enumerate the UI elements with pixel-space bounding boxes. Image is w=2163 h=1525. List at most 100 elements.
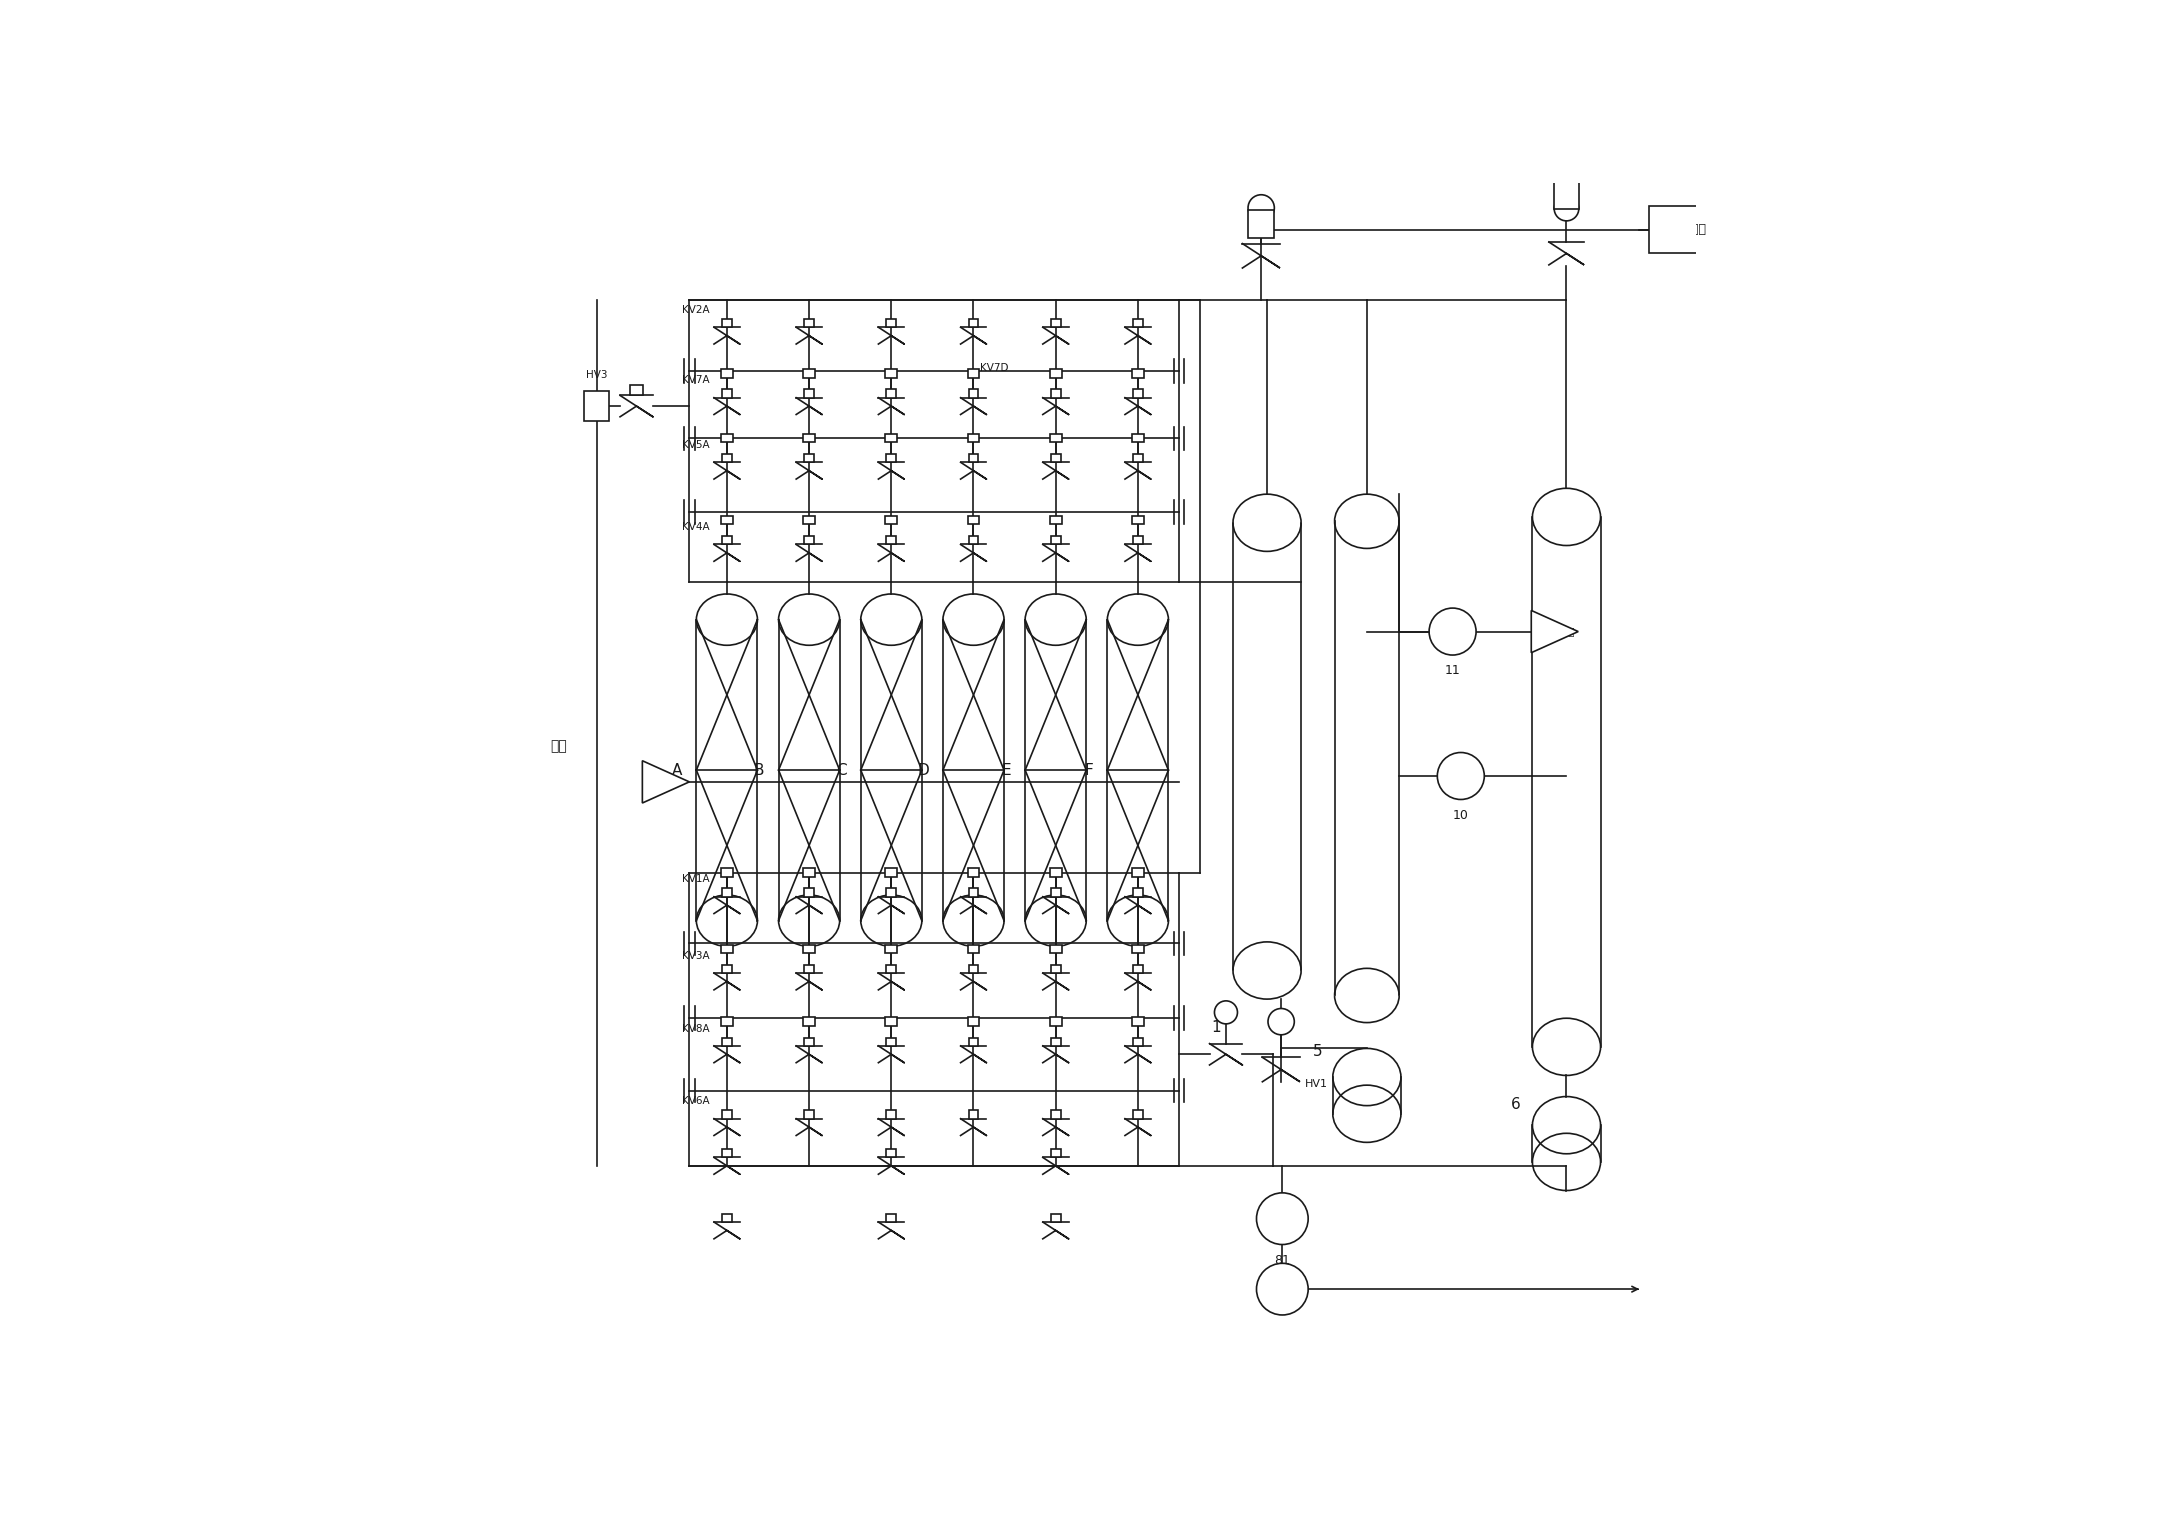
Text: 半产品气输出: 半产品气输出 bbox=[1538, 627, 1575, 636]
Bar bbox=[805, 454, 813, 462]
Text: KV2A: KV2A bbox=[684, 305, 709, 316]
Text: HV1: HV1 bbox=[1304, 1080, 1328, 1089]
Bar bbox=[1051, 1148, 1060, 1157]
Bar bbox=[969, 1110, 978, 1119]
Bar bbox=[722, 389, 731, 398]
Text: E: E bbox=[1001, 762, 1010, 778]
Bar bbox=[629, 384, 642, 395]
Bar bbox=[584, 390, 610, 421]
Bar bbox=[969, 889, 978, 897]
Bar bbox=[1051, 1214, 1060, 1222]
Text: 10: 10 bbox=[1454, 808, 1469, 822]
Text: KV7A: KV7A bbox=[684, 375, 709, 386]
Bar bbox=[1049, 515, 1062, 525]
Text: KV6A: KV6A bbox=[684, 1096, 709, 1107]
Bar bbox=[722, 319, 731, 328]
Bar bbox=[1133, 1110, 1142, 1119]
Bar bbox=[805, 319, 813, 328]
Bar bbox=[885, 868, 898, 877]
Bar bbox=[805, 1110, 813, 1119]
Bar bbox=[969, 389, 978, 398]
Polygon shape bbox=[1531, 610, 1579, 653]
Bar bbox=[887, 1110, 895, 1119]
Bar bbox=[722, 454, 731, 462]
Bar bbox=[805, 1037, 813, 1046]
Bar bbox=[1051, 537, 1060, 544]
Bar bbox=[720, 868, 733, 877]
Bar bbox=[1133, 454, 1142, 462]
Bar bbox=[1049, 1017, 1062, 1026]
Bar bbox=[722, 537, 731, 544]
Bar bbox=[887, 454, 895, 462]
Bar bbox=[722, 965, 731, 973]
Circle shape bbox=[1555, 197, 1579, 221]
Circle shape bbox=[1438, 752, 1484, 799]
Bar bbox=[720, 515, 733, 525]
Bar bbox=[1131, 435, 1144, 442]
Bar bbox=[805, 889, 813, 897]
Text: 6: 6 bbox=[1512, 1096, 1521, 1112]
Bar bbox=[887, 389, 895, 398]
Bar bbox=[885, 944, 898, 953]
Bar bbox=[1051, 889, 1060, 897]
Bar bbox=[802, 369, 815, 378]
Bar bbox=[722, 1214, 731, 1222]
Bar bbox=[722, 1148, 731, 1157]
Text: KV3A: KV3A bbox=[684, 950, 709, 961]
Bar bbox=[805, 965, 813, 973]
Bar bbox=[887, 1214, 895, 1222]
Bar bbox=[1049, 435, 1062, 442]
Bar bbox=[1133, 1037, 1142, 1046]
Bar bbox=[967, 515, 980, 525]
Text: 11: 11 bbox=[1445, 665, 1460, 677]
Bar bbox=[1049, 868, 1062, 877]
Bar bbox=[1049, 944, 1062, 953]
Bar bbox=[1133, 889, 1142, 897]
Bar bbox=[805, 537, 813, 544]
Bar bbox=[1049, 369, 1062, 378]
Bar bbox=[1051, 1037, 1060, 1046]
Circle shape bbox=[1430, 608, 1475, 656]
Text: D: D bbox=[917, 762, 928, 778]
Text: C: C bbox=[837, 762, 846, 778]
Bar bbox=[887, 889, 895, 897]
Bar bbox=[1051, 965, 1060, 973]
Circle shape bbox=[1248, 195, 1274, 221]
Bar bbox=[722, 889, 731, 897]
Bar bbox=[1051, 454, 1060, 462]
Bar bbox=[720, 435, 733, 442]
Bar bbox=[967, 868, 980, 877]
Bar bbox=[1553, 180, 1579, 209]
Circle shape bbox=[1257, 1263, 1309, 1315]
Bar bbox=[720, 1017, 733, 1026]
Text: F: F bbox=[1084, 762, 1092, 778]
Bar bbox=[1131, 369, 1144, 378]
Bar bbox=[887, 1037, 895, 1046]
Bar bbox=[885, 435, 898, 442]
Text: KV7D: KV7D bbox=[980, 363, 1008, 372]
Bar bbox=[1051, 1110, 1060, 1119]
Bar bbox=[1131, 515, 1144, 525]
Bar bbox=[1648, 206, 1733, 253]
Bar bbox=[1131, 944, 1144, 953]
Bar bbox=[887, 965, 895, 973]
Bar bbox=[885, 369, 898, 378]
Bar bbox=[1248, 210, 1274, 238]
Text: B: B bbox=[755, 762, 764, 778]
Text: KV4A: KV4A bbox=[684, 522, 709, 532]
Bar bbox=[969, 965, 978, 973]
Bar bbox=[720, 944, 733, 953]
Text: KV1A: KV1A bbox=[684, 874, 709, 884]
Text: 干气: 干气 bbox=[552, 740, 567, 753]
Circle shape bbox=[1268, 1008, 1293, 1035]
Bar bbox=[1131, 868, 1144, 877]
Bar bbox=[1133, 389, 1142, 398]
Text: A: A bbox=[673, 762, 681, 778]
Bar bbox=[1133, 537, 1142, 544]
Bar bbox=[722, 1037, 731, 1046]
Bar bbox=[1133, 965, 1142, 973]
Bar bbox=[1131, 1017, 1144, 1026]
Bar bbox=[802, 1017, 815, 1026]
Bar bbox=[805, 389, 813, 398]
Bar bbox=[887, 537, 895, 544]
